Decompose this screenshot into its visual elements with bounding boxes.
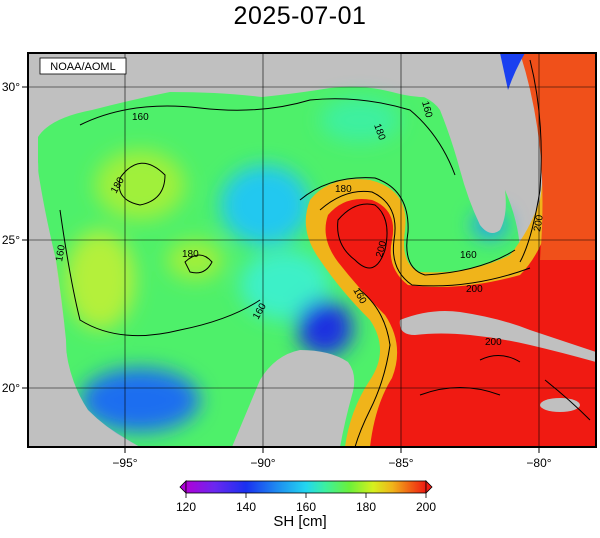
colorbar-tick-label: 200 — [416, 500, 436, 514]
colorbar: 120 140 160 180 200 — [176, 480, 436, 514]
warm-eddy — [334, 202, 390, 262]
high-region-southwest — [65, 230, 135, 330]
loop-current-core — [325, 53, 596, 447]
credit-box — [39, 57, 127, 75]
lon-tick-label: −80° — [526, 456, 551, 470]
contour-lines — [59, 59, 591, 447]
graticule — [28, 53, 596, 447]
colorbar-gradient — [185, 480, 427, 494]
contour-label: 200 — [374, 239, 389, 258]
contour-label: 160 — [419, 100, 434, 119]
lat-tick-label: 30° — [2, 80, 20, 94]
mid-region-north — [320, 98, 400, 142]
yucatan-land — [232, 350, 355, 447]
cold-strip-north — [500, 53, 525, 90]
colorbar-tick-label: 140 — [236, 500, 256, 514]
colorbar-tick-label: 160 — [296, 500, 316, 514]
contour-label: 160 — [460, 250, 477, 261]
map-body: 160 160 160 160 160 180 180 180 200 200 … — [28, 53, 596, 447]
cuba-land — [399, 311, 596, 362]
florida-land — [400, 53, 520, 234]
lon-tick-label: −95° — [112, 456, 137, 470]
colorbar-tick-label: 120 — [176, 500, 196, 514]
low-region-yucatan — [297, 300, 353, 356]
mexico-land — [28, 140, 140, 447]
credit-label: NOAA/AOML — [50, 61, 115, 73]
lon-axis: −95° −90° −85° −80° — [112, 447, 552, 470]
colorbar-high-arrow — [425, 480, 433, 494]
colorbar-title: SH [cm] — [273, 513, 327, 530]
map-title: 2025-07-01 — [233, 2, 367, 30]
lat-tick-label: 25° — [2, 233, 20, 247]
contour-label: 160 — [132, 112, 149, 123]
low-region-bay-campeche — [80, 368, 200, 432]
lat-axis: 30° 25° 20° — [2, 80, 28, 395]
map-frame — [27, 52, 597, 448]
low-region-south — [240, 250, 330, 320]
high-region-central — [167, 240, 223, 280]
contour-label: 200 — [485, 337, 502, 348]
contour-label: 180 — [182, 249, 199, 260]
lon-tick-label: −90° — [250, 456, 275, 470]
contour-label: 180 — [335, 184, 352, 195]
lon-tick-label: −85° — [388, 456, 413, 470]
high-region-west — [95, 150, 185, 220]
colorbar-tick-label: 180 — [356, 500, 376, 514]
colorbar-low-arrow — [179, 480, 187, 494]
contour-label: 200 — [466, 284, 483, 295]
low-region-central — [220, 165, 310, 245]
lat-tick-label: 20° — [2, 381, 20, 395]
contour-label: 160 — [54, 244, 68, 263]
